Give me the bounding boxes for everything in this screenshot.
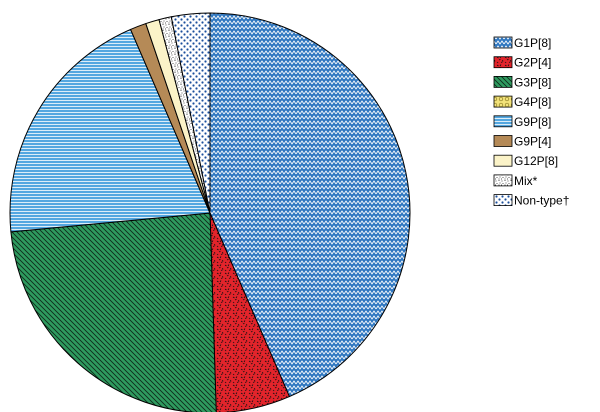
legend-label-g2p-4: G2P[4] xyxy=(514,56,551,70)
pie-slice-g9p-8 xyxy=(9,28,211,233)
legend-label-g12p-8: G12P[8] xyxy=(514,154,558,168)
legend-label-mix: Mix* xyxy=(514,174,538,188)
legend-swatch-g2p-4 xyxy=(493,56,513,69)
pie-slice-g2p-4 xyxy=(209,212,290,412)
legend-swatch-mix xyxy=(493,174,513,187)
pie-slice-non-type xyxy=(170,12,211,214)
legend-swatch-non-type xyxy=(493,194,513,207)
pie-slices xyxy=(9,12,411,412)
legend-label-g9p-8: G9P[8] xyxy=(514,115,551,129)
legend: G1P[8] G2P[4] G3P[8] G4P[8] G9P[8] G9P[4] G12P… xyxy=(493,36,569,208)
legend-label-g4p-8: G4P[8] xyxy=(514,95,551,109)
legend-swatch-g9p-4 xyxy=(493,135,513,147)
legend-swatch-g4p-8 xyxy=(493,95,513,108)
legend-swatch-g9p-8 xyxy=(493,115,513,128)
legend-label-g9p-4: G9P[4] xyxy=(514,135,551,149)
pie-slice-g3p-8 xyxy=(10,212,217,412)
legend-label-g1p-8: G1P[8] xyxy=(514,36,551,50)
legend-swatch-g12p-8 xyxy=(493,154,513,167)
legend-swatch-g3p-8 xyxy=(493,76,513,88)
legend-label-g3p-8: G3P[8] xyxy=(514,75,551,89)
legend-label-non-type: Non-type† xyxy=(514,194,569,208)
pie-slice-g1p-8 xyxy=(209,12,411,398)
legend-swatch-g1p-8 xyxy=(493,36,513,49)
